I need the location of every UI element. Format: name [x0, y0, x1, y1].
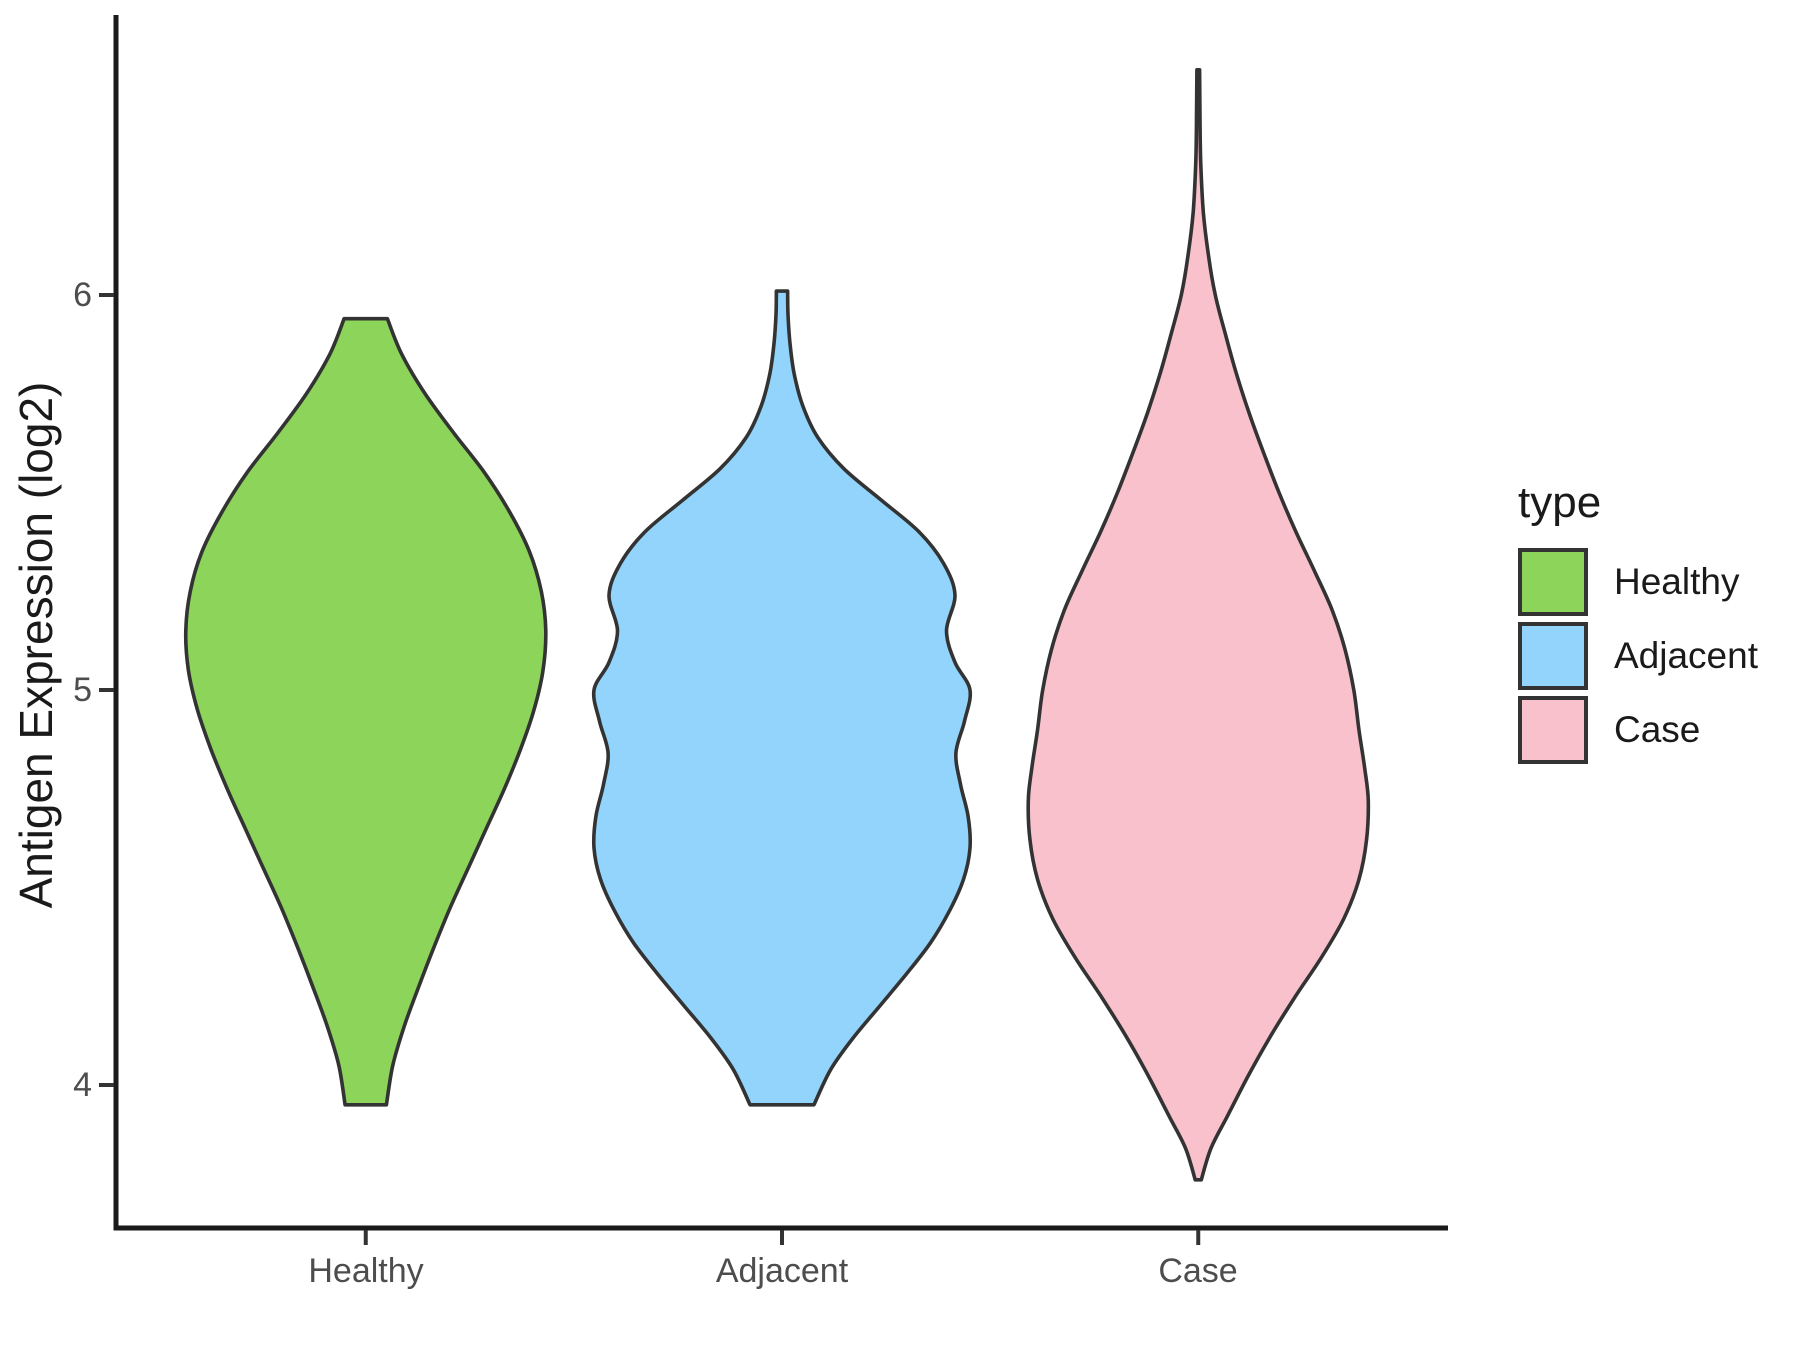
legend-swatch-case [1518, 696, 1588, 764]
legend-entry-case: Case [1518, 696, 1758, 764]
y-tick-label-5: 5 [73, 671, 92, 709]
legend-label-healthy: Healthy [1614, 561, 1740, 602]
legend-label-adjacent: Adjacent [1614, 635, 1758, 676]
y-tick-label-4: 4 [73, 1066, 92, 1104]
violin-case [1026, 68, 1371, 1182]
x-tick-label-adjacent: Adjacent [715, 1252, 849, 1290]
legend-swatch-healthy [1518, 548, 1588, 616]
x-tick-label-healthy: Healthy [308, 1252, 424, 1290]
violin-healthy [183, 316, 548, 1107]
y-tick-label-6: 6 [73, 276, 92, 314]
x-tick-label-case: Case [1158, 1252, 1238, 1290]
legend-entry-adjacent: Adjacent [1518, 622, 1758, 690]
legend-title: type [1518, 478, 1602, 527]
legend-swatch-adjacent [1518, 622, 1588, 690]
legend: type Healthy Adjacent Case [1518, 478, 1758, 770]
violin-adjacent [591, 289, 973, 1107]
legend-entry-healthy: Healthy [1518, 548, 1758, 616]
legend-label-case: Case [1614, 709, 1701, 750]
